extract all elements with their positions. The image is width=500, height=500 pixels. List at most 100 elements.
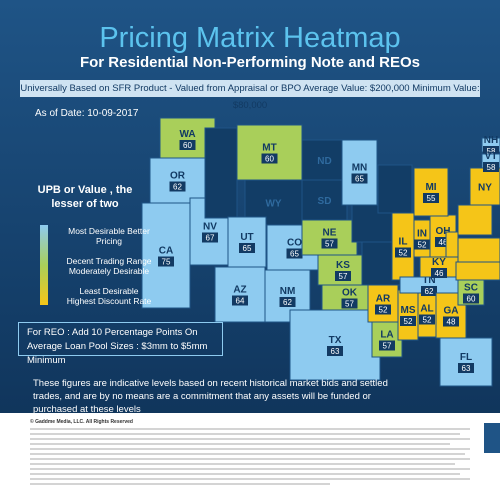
state-value: 65 (290, 250, 299, 259)
value-box (483, 146, 499, 156)
value-box (483, 162, 499, 172)
state-abbr: NM (280, 286, 296, 297)
state-value: 57 (339, 272, 348, 281)
state-value: 64 (236, 297, 245, 306)
reo-note: For REO : Add 10 Percentage Points On Av… (18, 322, 223, 366)
state-value: 65 (243, 244, 252, 253)
state-abbr: MI (425, 182, 436, 193)
state (457, 204, 493, 236)
state-shape (214, 266, 266, 323)
state-value: 60 (183, 141, 192, 150)
legend-title: UPB or Value , the lesser of two (37, 184, 133, 210)
state-shape (204, 127, 238, 219)
state-shape (371, 321, 403, 358)
state-abbr: SD (318, 196, 332, 207)
state-shape (469, 167, 500, 206)
footnote: These figures are indicative levels base… (33, 378, 388, 415)
state-value: 46 (439, 238, 448, 247)
state-value: 58 (487, 147, 496, 156)
state-abbr: SC (464, 283, 478, 294)
state-value: 60 (265, 155, 274, 164)
state-abbr: NE (323, 228, 337, 239)
title: Pricing Matrix Heatmap (99, 22, 401, 54)
state-shape (457, 237, 500, 263)
state-value: 58 (487, 163, 496, 172)
state-abbr: NH (484, 135, 498, 146)
value-box (279, 297, 296, 307)
value-box (419, 314, 435, 325)
state: ND (301, 139, 348, 181)
state-abbr: WY (265, 199, 281, 210)
value-box (375, 304, 391, 315)
value-box (202, 232, 218, 243)
state-value: 57 (345, 300, 354, 309)
value-box (239, 243, 255, 253)
state-abbr: OR (170, 171, 186, 182)
value-box (321, 238, 338, 249)
value-box (421, 286, 437, 296)
state-shape (445, 231, 459, 258)
state-shape (455, 261, 500, 281)
value-box (379, 340, 395, 351)
legend-bar (40, 225, 48, 305)
state-abbr: AR (376, 294, 391, 305)
state-abbr: NY (478, 183, 492, 194)
state (445, 231, 459, 258)
state-abbr: MN (352, 163, 368, 174)
state-abbr: IN (417, 229, 427, 240)
state-abbr: VT (485, 151, 498, 162)
state-abbr: WA (179, 129, 195, 140)
state-value: 62 (173, 183, 182, 192)
state-abbr: GA (444, 306, 459, 317)
value-box (232, 295, 248, 306)
state-abbr: KS (336, 260, 350, 271)
value-box (431, 268, 447, 278)
legend-item: Least Desirable Highest Discount Rate (66, 286, 152, 306)
state-abbr: OH (436, 226, 451, 237)
state-abbr: LA (380, 330, 393, 341)
state-abbr: CA (159, 246, 173, 257)
state-shape (236, 124, 303, 181)
value-box (261, 153, 278, 164)
state (455, 261, 500, 281)
state-value: 65 (355, 175, 364, 184)
state: SD (301, 179, 348, 221)
state-value: 52 (404, 317, 413, 326)
legend-item: Most Desirable Better Pricing (68, 226, 150, 246)
state-shape (301, 179, 348, 221)
state-value: 62 (425, 287, 434, 296)
state-shape (457, 204, 493, 236)
state (204, 127, 238, 219)
state-value: 55 (427, 194, 436, 203)
value-box (400, 316, 416, 326)
state-abbr: ND (317, 156, 331, 167)
value-box (458, 363, 474, 373)
state-value: 52 (379, 306, 388, 315)
value-box (179, 140, 196, 150)
state: WY (244, 179, 303, 226)
value-box (435, 237, 451, 247)
state-shape (301, 139, 348, 181)
state-abbr: OK (342, 288, 358, 299)
state-shape (377, 164, 413, 214)
state-abbr: KY (432, 257, 446, 268)
fine-print: © Gaddme Media, LLC. All Rights Reserved (0, 413, 500, 500)
value-box (423, 193, 439, 203)
state (377, 164, 413, 214)
